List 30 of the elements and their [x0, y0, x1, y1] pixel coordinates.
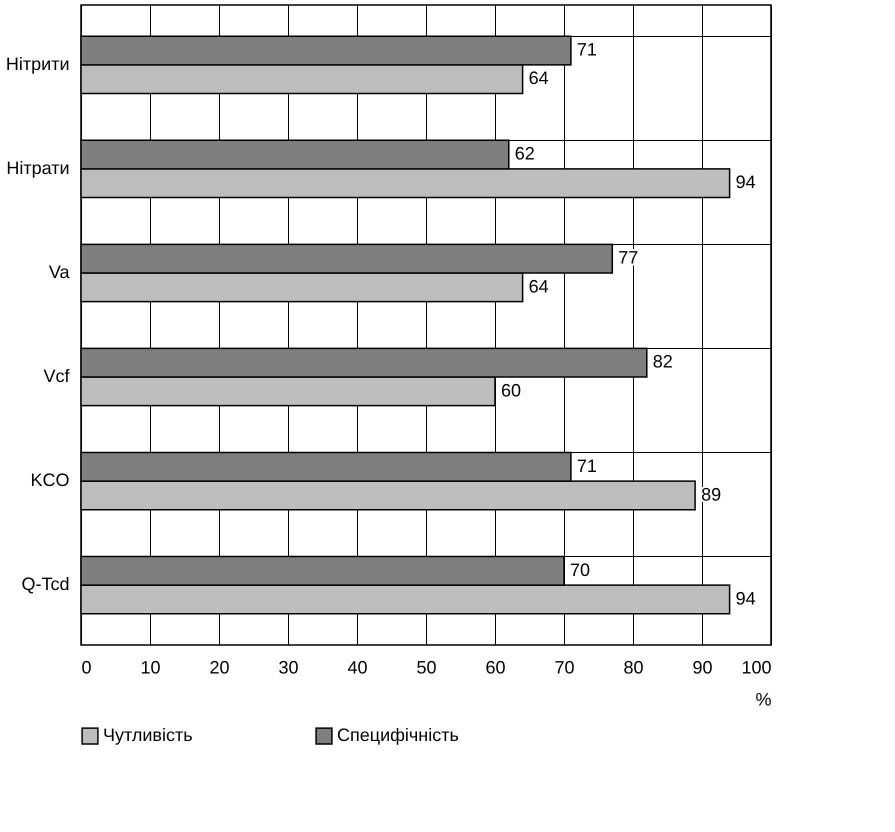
data-label: 71 — [576, 456, 597, 476]
x-tick-label: 50 — [416, 658, 437, 678]
data-label: 62 — [514, 144, 535, 164]
x-tick-label: 10 — [140, 658, 161, 678]
y-tick-label: Нітрити — [6, 54, 70, 74]
data-label: 94 — [736, 588, 756, 608]
y-tick-label: Vcf — [43, 366, 70, 386]
x-tick-label: 30 — [278, 658, 299, 678]
x-tick-label: 100 — [741, 658, 772, 678]
legend-label: Специфічність — [337, 725, 459, 746]
x-tick-label: 80 — [623, 658, 644, 678]
data-label: 60 — [501, 380, 522, 400]
x-tick-label: 20 — [209, 658, 230, 678]
x-tick-label: 60 — [485, 658, 506, 678]
y-tick-label: Нітрати — [6, 158, 70, 178]
data-label: 94 — [736, 172, 756, 192]
data-label: 71 — [576, 40, 597, 60]
data-label: 70 — [570, 560, 590, 580]
data-label: 64 — [528, 68, 549, 88]
x-axis-title: % — [755, 690, 772, 710]
x-tick-label: 90 — [692, 658, 713, 678]
legend-label: Чутливість — [103, 725, 193, 746]
y-tick-label: Q-Tcd — [21, 574, 70, 594]
data-label: 64 — [528, 276, 549, 296]
y-tick-label: KCO — [30, 470, 70, 490]
y-tick-label: Va — [48, 262, 70, 282]
x-tick-label: 0 — [82, 658, 92, 678]
data-label: 82 — [652, 352, 673, 372]
x-tick-label: 40 — [347, 658, 368, 678]
x-tick-label: 70 — [554, 658, 575, 678]
